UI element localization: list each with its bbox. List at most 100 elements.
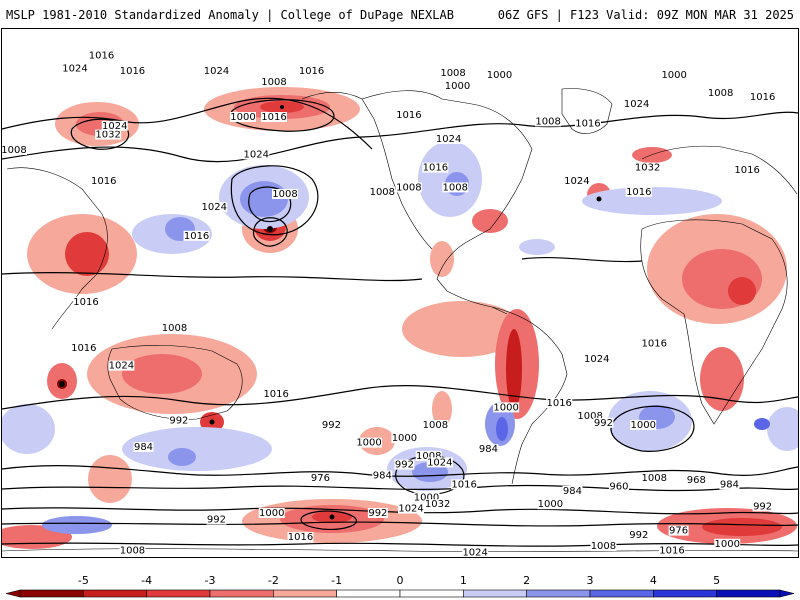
isobar-1016-antarctic	[2, 542, 798, 547]
isobar-label: 1032	[95, 130, 120, 141]
isobar-label-background	[422, 420, 449, 430]
isobar-label: 1016	[299, 66, 324, 77]
isobar-label-background	[451, 479, 478, 490]
isobar-label: 984	[563, 486, 582, 497]
coastline-europe	[641, 145, 798, 195]
isobar-label: 1016	[750, 92, 775, 103]
colorbar-tick-label: 2	[523, 574, 530, 587]
isobar-label: 992	[322, 420, 341, 431]
isobar-label-background	[546, 398, 573, 408]
isobar-label-background	[287, 532, 314, 543]
coastline-antarctica	[2, 548, 798, 552]
anomaly-neg-southern-ocean-2-core	[702, 518, 782, 536]
colorbar-tick-label: 5	[713, 574, 720, 587]
isobar-1016-atlantic	[521, 257, 643, 263]
colorbar-tick-label: -3	[205, 574, 216, 587]
isobar-label: 1000	[259, 508, 284, 519]
isobar-label: 1016	[546, 398, 571, 409]
isobar-label-background	[719, 479, 740, 490]
isobar-label-background	[563, 175, 590, 186]
isobar-1016-north	[2, 111, 798, 163]
colorbar-swatch	[463, 589, 527, 598]
isobar-label: 1016	[261, 112, 286, 123]
isobar-label-background	[413, 492, 440, 503]
anomaly-neg-south-indian	[88, 455, 132, 503]
isobar-label-background	[243, 149, 270, 160]
anomaly-neg-mexico	[430, 241, 454, 277]
isobar-label: 992	[629, 530, 648, 541]
map-title: MSLP 1981-2010 Standardized Anomaly | Co…	[6, 8, 454, 22]
isobar-label: 1000	[230, 112, 255, 123]
isobar-label: 1024	[244, 149, 269, 160]
isobar-label-background	[395, 109, 422, 120]
low-center-tasman	[209, 419, 215, 425]
isobar-label-background	[73, 296, 100, 307]
colorbar-swatch	[653, 589, 717, 598]
isobar-label: 1000	[538, 499, 563, 510]
isobar-label-background	[168, 415, 189, 426]
anomaly-pos-siberia	[582, 187, 722, 215]
isobar-label: 1008	[370, 187, 395, 198]
colorbar-tick-label: 4	[650, 574, 657, 587]
isobar-label: 976	[311, 473, 330, 484]
coastline-australia	[107, 345, 243, 420]
colorbar-swatch	[273, 589, 337, 598]
anomaly-neg-great-lakes	[472, 209, 508, 233]
isobar-label: 960	[609, 482, 628, 493]
anomaly-pos-tasman	[122, 427, 272, 471]
isobar-label: 984	[373, 471, 392, 482]
colorbar-tick-labels: -5 -4 -3 -2 -1 0 1 2 3 4 5	[78, 574, 720, 587]
isobar-label: 1008	[272, 189, 297, 200]
isobar-label: 1008	[577, 411, 602, 422]
isobar-label-background	[562, 486, 583, 496]
isobar-label-background	[435, 134, 462, 144]
isobar-label: 1000	[715, 539, 740, 550]
anomaly-pos-south-ocean-high	[42, 516, 112, 534]
colorbar: -5 -4 -3 -2 -1 0 1 2 3 4 5	[5, 574, 795, 598]
isobar-label-background	[161, 323, 188, 334]
anomaly-pos-tasman-core	[168, 448, 196, 466]
isobar-label: 1008	[162, 323, 187, 334]
colorbar-swatch	[526, 589, 591, 598]
header: MSLP 1981-2010 Standardized Anomaly | Co…	[0, 0, 800, 28]
isobar-label: 968	[687, 475, 706, 486]
isobar-label-background	[478, 444, 499, 455]
isobar-label-background	[630, 420, 657, 430]
colorbar-swatch	[209, 589, 274, 598]
isobar-label: 1000	[392, 433, 417, 444]
isobar-1032-pacific-high	[248, 186, 292, 223]
isobar-label-background	[707, 87, 734, 98]
isobar-label: 1024	[624, 99, 649, 110]
isobar-label-background	[95, 129, 122, 140]
isobar-label-background	[321, 420, 342, 430]
isobar-label-background	[608, 481, 629, 492]
isobar-1000-gulf-alaska	[230, 99, 335, 132]
isobar-label: 1008	[443, 182, 468, 193]
isobar-label: 1016	[89, 50, 114, 61]
isobar-label-background	[119, 545, 146, 556]
isobar-label: 992	[207, 515, 226, 526]
isobar-label-background	[535, 116, 562, 127]
colorbar-tick-label: -4	[141, 574, 152, 587]
isobar-label: 1024	[202, 202, 227, 213]
isobar-label: 1016	[451, 479, 476, 490]
isobar-label-background	[260, 112, 287, 122]
colorbar-tick-label: -2	[268, 574, 279, 587]
isobar-label-background	[583, 354, 610, 364]
low-pressure-centers	[59, 105, 602, 520]
model-valid-time: 06Z GFS | F123 Valid: 09Z MON MAR 31 202…	[497, 8, 794, 22]
isobar-label: 1008	[416, 451, 441, 462]
isobar-1008-north	[2, 97, 373, 150]
colorbar-swatch	[146, 589, 211, 598]
isobar-1008-south	[2, 465, 798, 477]
low-center-indian-ocean	[59, 381, 65, 387]
isobar-label-background	[2, 145, 27, 155]
isobar-label: 1024	[564, 176, 589, 187]
isobar-label: 1008	[396, 182, 421, 193]
isobar-label: 1000	[661, 70, 686, 81]
isobar-label: 1016	[396, 110, 421, 121]
isobar-label-background	[442, 182, 469, 193]
anomaly-shading	[2, 87, 798, 549]
isobar-label-background	[260, 76, 287, 87]
isobar-label: 1000	[356, 438, 381, 449]
